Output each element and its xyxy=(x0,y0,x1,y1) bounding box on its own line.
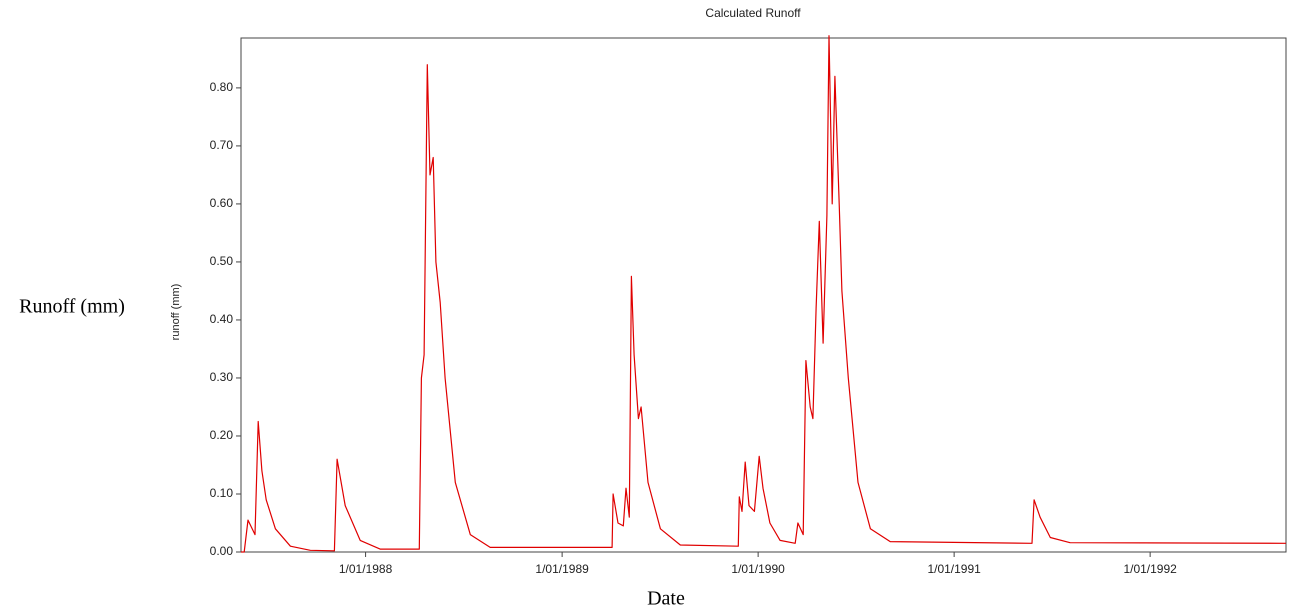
y-tick-label: 0.10 xyxy=(210,486,234,500)
y-tick-label: 0.30 xyxy=(210,370,234,384)
chart-title: Calculated Runoff xyxy=(705,6,801,20)
y-tick-label: 0.60 xyxy=(210,196,234,210)
plot-frame xyxy=(240,37,1287,553)
x-tick-label: 1/01/1991 xyxy=(927,562,981,576)
y-tick-label: 0.00 xyxy=(210,544,234,558)
x-tick-label: 1/01/1992 xyxy=(1123,562,1177,576)
y-tick-label: 0.50 xyxy=(210,254,234,268)
y-tick-label: 0.20 xyxy=(210,428,234,442)
y-tick-label: 0.70 xyxy=(210,138,234,152)
y-tick-label: 0.80 xyxy=(210,80,234,94)
y-tick-label: 0.40 xyxy=(210,312,234,326)
figure-x-label: Date xyxy=(647,588,685,610)
x-tick-label: 1/01/1988 xyxy=(339,562,393,576)
data-line xyxy=(241,35,1287,553)
x-tick-label: 1/01/1990 xyxy=(731,562,785,576)
y-axis-label: runoff (mm) xyxy=(170,284,182,341)
figure-y-label: Runoff (mm) xyxy=(19,296,125,318)
x-tick-label: 1/01/1989 xyxy=(535,562,589,576)
